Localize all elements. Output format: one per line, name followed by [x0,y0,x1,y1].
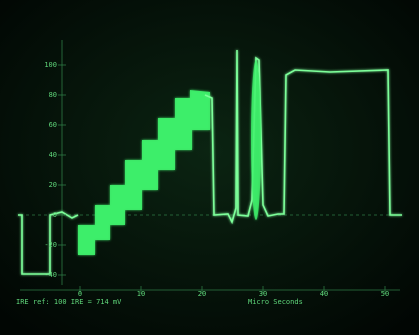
graticule [20,40,400,291]
scale-label: 100 [44,61,57,69]
footer-units: Micro Seconds [248,298,303,306]
trace [18,49,402,275]
time-label: 30 [259,290,267,298]
scale-label: -20 [44,241,57,249]
scale-label: 80 [49,91,57,99]
staircase [78,90,210,255]
scale-label: 0 [53,211,57,219]
time-label: 10 [137,290,145,298]
sinx-pulse [251,60,261,220]
footer-reference: IRE ref: 100 IRE = 714 mV [16,298,122,306]
sync-pulse [18,211,79,275]
time-label: 50 [381,290,389,298]
scale-label: 60 [49,121,57,129]
time-label: 40 [320,290,328,298]
signal [204,49,402,225]
time-label: 0 [78,290,82,298]
scale-label: -40 [44,271,57,279]
time-label: 20 [198,290,206,298]
scale-label: 40 [49,151,57,159]
scale-label: 20 [49,181,57,189]
